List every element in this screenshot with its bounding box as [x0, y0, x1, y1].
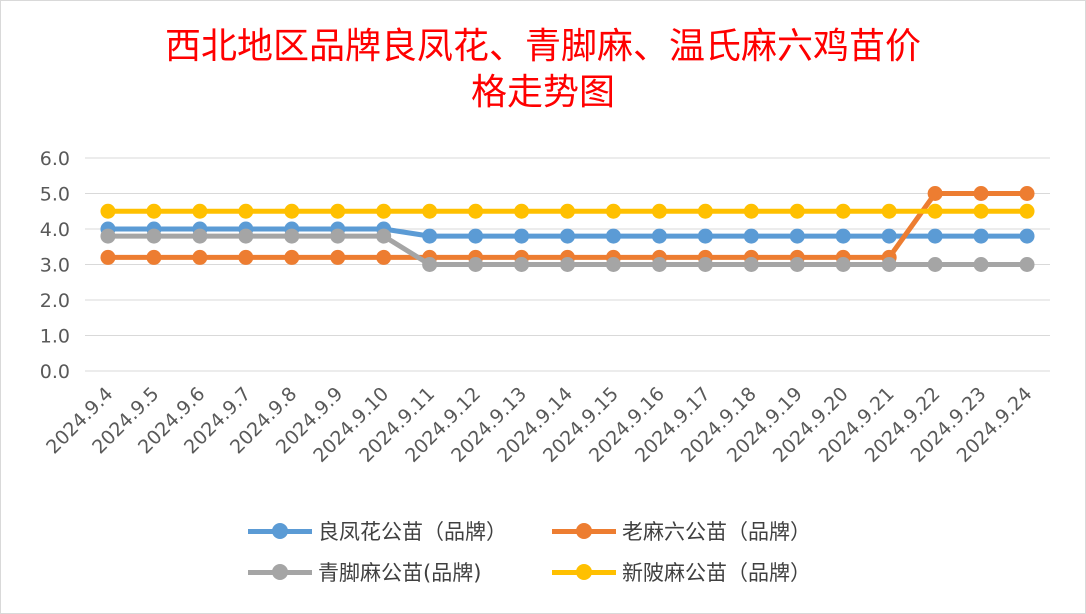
series-1-point — [100, 249, 116, 265]
y-tick-label: 2.0 — [40, 290, 70, 312]
series-2-point — [605, 257, 621, 272]
series-2-point — [514, 257, 530, 272]
series-2-point — [560, 257, 575, 272]
series-1-point — [1019, 186, 1035, 201]
series-2-point — [100, 228, 116, 244]
series-3-point — [284, 203, 300, 219]
series-1-point — [376, 249, 392, 265]
series-2-point — [973, 257, 989, 272]
legend-item-1: 老麻六公苗（品牌） — [552, 516, 811, 546]
series-3-point — [1019, 203, 1035, 219]
legend-swatch-0 — [248, 519, 312, 543]
series-2-point — [835, 257, 851, 272]
series-1-point — [927, 186, 943, 201]
series-1-point — [146, 249, 162, 265]
legend-label-3: 新陂麻公苗（品牌） — [622, 561, 811, 585]
chart-title: 西北地区品牌良凤花、青脚麻、温氏麻六鸡苗价 格走势图 — [0, 24, 1086, 116]
series-2-point — [422, 257, 438, 272]
series-0-point — [514, 228, 530, 244]
chart-title-line-1: 西北地区品牌良凤花、青脚麻、温氏麻六鸡苗价 — [164, 26, 921, 67]
series-2-point — [881, 257, 897, 272]
series-3-point — [468, 203, 484, 219]
series-0-point — [927, 228, 943, 244]
series-2-point — [192, 228, 208, 244]
series-3-point — [973, 203, 989, 219]
legend-label-1: 老麻六公苗（品牌） — [622, 520, 811, 544]
series-3-point — [881, 203, 897, 219]
series-3-point — [514, 203, 530, 219]
series-2-point — [238, 228, 254, 244]
series-3-point — [146, 203, 162, 219]
series-3-point — [835, 203, 851, 219]
series-0-point — [560, 228, 575, 244]
y-tick-label: 4.0 — [40, 219, 70, 241]
series-1-point — [238, 249, 254, 265]
series-2-point — [146, 228, 162, 244]
y-tick-label: 1.0 — [40, 326, 70, 348]
y-tick-label: 3.0 — [40, 255, 70, 277]
series-3-point — [422, 203, 438, 219]
series-2-point — [284, 228, 300, 244]
series-3-point — [789, 203, 805, 219]
series-0-point — [697, 228, 713, 244]
legend-item-0: 良凤花公苗（品牌） — [248, 516, 507, 546]
series-0-point — [789, 228, 805, 244]
series-3-point — [100, 203, 116, 219]
series-2-point — [651, 257, 667, 272]
legend-item-3: 新陂麻公苗（品牌） — [552, 557, 811, 587]
series-3-point — [697, 203, 713, 219]
series-3-point — [743, 203, 759, 219]
series-2-point — [330, 228, 346, 244]
series-1-point — [284, 249, 300, 265]
y-tick-label: 0.0 — [40, 361, 70, 383]
series-2-point — [1019, 257, 1035, 272]
series-2-point — [743, 257, 759, 272]
series-0-point — [881, 228, 897, 244]
series-0-point — [605, 228, 621, 244]
legend-label-0: 良凤花公苗（品牌） — [318, 520, 507, 544]
series-3-point — [376, 203, 392, 219]
legend-swatch-3 — [552, 560, 616, 584]
series-2-point — [697, 257, 713, 272]
y-tick-label: 5.0 — [40, 184, 70, 206]
series-3-point — [330, 203, 346, 219]
series-0-point — [973, 228, 989, 244]
chart-title-line-2: 格走势图 — [470, 72, 615, 113]
series-3-point — [927, 203, 943, 219]
series-3-point — [605, 203, 621, 219]
series-3-point — [651, 203, 667, 219]
series-1-point — [330, 249, 346, 265]
legend-swatch-2 — [248, 560, 312, 584]
series-2-point — [789, 257, 805, 272]
series-0-point — [1019, 228, 1035, 244]
series-1-point — [973, 186, 989, 201]
series-3-point — [192, 203, 208, 219]
series-0-point — [651, 228, 667, 244]
y-tick-label: 6.0 — [40, 148, 70, 170]
series-0-point — [468, 228, 484, 244]
legend-item-2: 青脚麻公苗(品牌) — [248, 557, 481, 587]
series-2-point — [927, 257, 943, 272]
legend-swatch-1 — [552, 519, 616, 543]
series-2-point — [376, 228, 392, 244]
series-1-point — [192, 249, 208, 265]
series-2-point — [468, 257, 484, 272]
series-0-point — [743, 228, 759, 244]
series-3-point — [560, 203, 575, 219]
legend-label-2: 青脚麻公苗(品牌) — [318, 561, 482, 585]
series-3-point — [238, 203, 254, 219]
series-0-point — [422, 228, 438, 244]
series-0-point — [835, 228, 851, 244]
